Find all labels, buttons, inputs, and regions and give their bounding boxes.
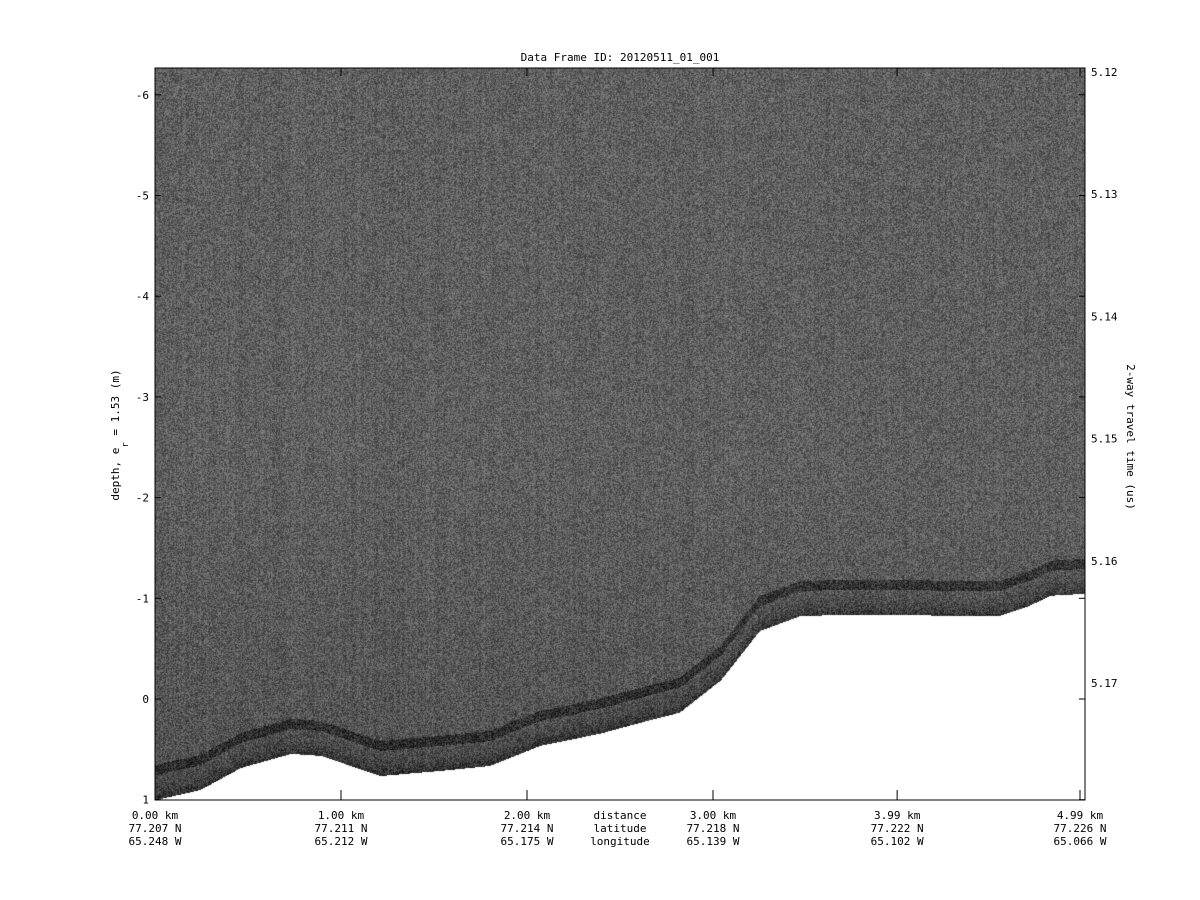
x-tick-longitude: 65.139 W <box>687 835 740 848</box>
x-tick-distance: 3.00 km <box>690 809 737 822</box>
right-tick-label: 5.17 <box>1091 677 1118 690</box>
x-tick-latitude: 77.214 N <box>501 822 554 835</box>
x-tick-longitude: 65.175 W <box>501 835 554 848</box>
x-tick-longitude: 65.248 W <box>129 835 182 848</box>
plot-frame <box>155 68 1085 800</box>
x-tick-distance: 0.00 km <box>132 809 179 822</box>
x-ticks: 0.00 km77.207 N65.248 W1.00 km77.211 N65… <box>129 68 1107 848</box>
left-tick-label: -6 <box>136 89 149 102</box>
left-tick-label: -3 <box>136 391 149 404</box>
right-tick-label: 5.16 <box>1091 555 1118 568</box>
chart-title: Data Frame ID: 20120511_01_001 <box>521 51 720 64</box>
x-tick-latitude: 77.222 N <box>871 822 924 835</box>
x-tick-longitude: 65.066 W <box>1054 835 1107 848</box>
x-row-label-longitude: longitude <box>590 835 650 848</box>
left-tick-label: -4 <box>136 290 150 303</box>
y-axis-right-label: 2-way travel time (us) <box>1124 364 1137 510</box>
x-tick-distance: 2.00 km <box>504 809 551 822</box>
x-tick-latitude: 77.207 N <box>129 822 182 835</box>
right-tick-label: 5.12 <box>1091 66 1118 79</box>
left-tick-label: -2 <box>136 492 149 505</box>
left-tick-label: -5 <box>136 190 149 203</box>
right-tick-label: 5.13 <box>1091 188 1118 201</box>
x-tick-latitude: 77.211 N <box>315 822 368 835</box>
x-tick-distance: 1.00 km <box>318 809 365 822</box>
x-tick-distance: 4.99 km <box>1057 809 1104 822</box>
right-tick-label: 5.15 <box>1091 433 1118 446</box>
x-row-label-latitude: latitude <box>594 822 647 835</box>
left-tick-label: 1 <box>142 794 149 807</box>
x-row-label-distance: distance <box>594 809 647 822</box>
x-tick-longitude: 65.102 W <box>871 835 924 848</box>
left-ticks: -6 -5 -4 -3 -2 -1 0 1 <box>136 89 1085 807</box>
right-ticks: 5.12 5.13 5.14 5.15 5.16 5.17 <box>1091 66 1118 690</box>
x-tick-latitude: 77.226 N <box>1054 822 1107 835</box>
y-axis-left-label: depth, er = 1.53 (m) <box>109 369 131 500</box>
left-tick-label: -1 <box>136 592 149 605</box>
right-tick-label: 5.14 <box>1091 310 1118 323</box>
x-tick-distance: 3.99 km <box>874 809 921 822</box>
left-tick-label: 0 <box>142 693 149 706</box>
x-tick-longitude: 65.212 W <box>315 835 368 848</box>
x-tick-latitude: 77.218 N <box>687 822 740 835</box>
